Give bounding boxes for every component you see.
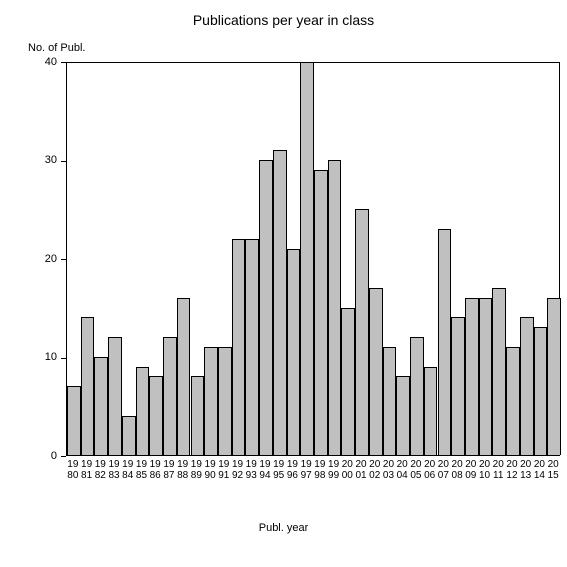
x-tick-label: 1991 — [217, 460, 231, 481]
chart-title: Publications per year in class — [0, 12, 567, 28]
x-tick-label: 1998 — [313, 460, 327, 481]
bar — [245, 239, 259, 455]
bar — [177, 298, 191, 455]
bar — [300, 62, 314, 455]
x-tick-label: 2014 — [533, 460, 547, 481]
bar — [287, 249, 301, 455]
x-tick-label: 2012 — [505, 460, 519, 481]
y-tick — [61, 161, 66, 162]
bar — [136, 367, 150, 455]
x-axis-title: Publ. year — [0, 522, 567, 534]
bar — [424, 367, 438, 455]
x-tick-label: 2006 — [423, 460, 437, 481]
x-tick-label: 1995 — [272, 460, 286, 481]
x-tick-label: 1985 — [135, 460, 149, 481]
x-tick-label: 2011 — [491, 460, 505, 481]
y-tick — [61, 358, 66, 359]
bar — [492, 288, 506, 455]
x-tick-label: 2005 — [409, 460, 423, 481]
x-tick-label: 1992 — [231, 460, 245, 481]
x-tick-label: 1982 — [93, 460, 107, 481]
x-tick-label: 2010 — [478, 460, 492, 481]
x-tick-label: 2008 — [450, 460, 464, 481]
bar — [122, 416, 136, 455]
x-tick-label: 1980 — [66, 460, 80, 481]
x-tick-label: 2000 — [340, 460, 354, 481]
x-tick-label: 1994 — [258, 460, 272, 481]
y-tick-label: 10 — [27, 351, 57, 363]
bar — [108, 337, 122, 455]
bar — [314, 170, 328, 455]
bar — [218, 347, 232, 455]
x-tick-label: 2004 — [395, 460, 409, 481]
bar — [355, 209, 369, 455]
x-tick-label: 1990 — [203, 460, 217, 481]
bar — [328, 160, 342, 455]
bar — [520, 317, 534, 455]
y-tick-label: 20 — [27, 253, 57, 265]
bar — [479, 298, 493, 455]
x-tick-label: 1987 — [162, 460, 176, 481]
bar — [204, 347, 218, 455]
bar — [149, 376, 163, 455]
bar — [369, 288, 383, 455]
y-tick — [61, 62, 66, 63]
bar — [81, 317, 95, 455]
y-tick-label: 40 — [27, 56, 57, 68]
x-tick-label: 1986 — [148, 460, 162, 481]
bar — [273, 150, 287, 455]
bar — [410, 337, 424, 455]
plot-area — [66, 62, 560, 456]
x-tick-label: 1996 — [286, 460, 300, 481]
x-tick-label: 1984 — [121, 460, 135, 481]
x-tick-label: 1997 — [299, 460, 313, 481]
x-tick-label: 1983 — [107, 460, 121, 481]
bar — [232, 239, 246, 455]
bar — [506, 347, 520, 455]
bar — [341, 308, 355, 455]
bar — [396, 376, 410, 455]
bar — [259, 160, 273, 455]
x-tick-label: 2015 — [546, 460, 560, 481]
bar — [451, 317, 465, 455]
x-tick-label: 1981 — [80, 460, 94, 481]
x-tick-label: 1988 — [176, 460, 190, 481]
bar — [547, 298, 561, 455]
y-axis-title: No. of Publ. — [28, 42, 85, 54]
y-tick-label: 0 — [27, 450, 57, 462]
bar — [465, 298, 479, 455]
bar — [191, 376, 205, 455]
x-tick-label: 1989 — [190, 460, 204, 481]
bar — [163, 337, 177, 455]
x-tick-label: 2003 — [382, 460, 396, 481]
y-tick — [61, 456, 66, 457]
bar — [438, 229, 452, 455]
bar — [94, 357, 108, 455]
x-tick-label: 2002 — [368, 460, 382, 481]
y-tick-label: 30 — [27, 154, 57, 166]
publications-bar-chart: Publications per year in class No. of Pu… — [0, 0, 567, 567]
x-tick-label: 2013 — [519, 460, 533, 481]
x-tick-label: 2007 — [437, 460, 451, 481]
y-tick — [61, 259, 66, 260]
x-tick-label: 2009 — [464, 460, 478, 481]
bar — [534, 327, 548, 455]
bar — [67, 386, 81, 455]
bar — [383, 347, 397, 455]
x-tick-label: 1999 — [327, 460, 341, 481]
x-tick-label: 1993 — [244, 460, 258, 481]
x-tick-label: 2001 — [354, 460, 368, 481]
